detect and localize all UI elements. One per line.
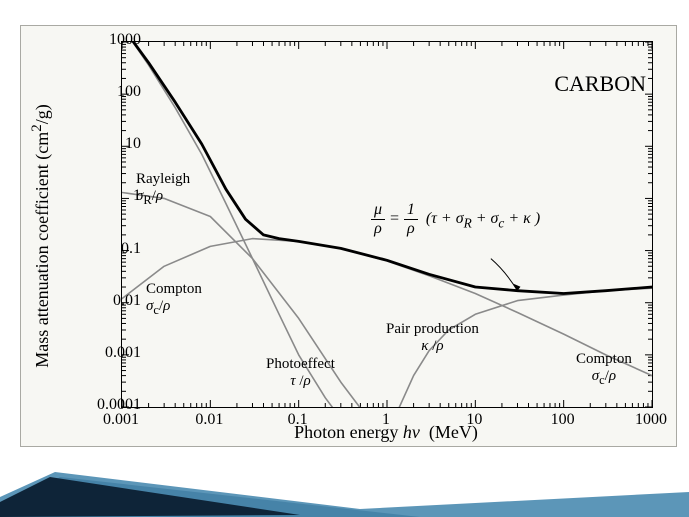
- y-tick-label: 10: [81, 135, 141, 153]
- label-photoeffect: Photoeffectτ /ρ: [266, 356, 335, 389]
- x-tick-label: 100: [538, 411, 588, 429]
- y-tick-label: 1: [81, 187, 141, 205]
- x-tick-label: 1000: [626, 411, 676, 429]
- y-tick-label: 0.1: [81, 240, 141, 258]
- chart-frame: Mass attenuation coefficient (cm2/g) Pho…: [20, 25, 677, 447]
- y-tick-label: 100: [81, 83, 141, 101]
- y-axis-label-text: Mass attenuation coefficient (cm2/g): [29, 104, 53, 368]
- curve-total: [122, 26, 652, 293]
- y-tick-label: 0.0001: [81, 396, 141, 414]
- x-tick-label: 0.01: [184, 411, 234, 429]
- label-pair: Pair productionκ /ρ: [386, 321, 479, 354]
- y-tick-label: 0.01: [81, 292, 141, 310]
- y-tick-label: 0.001: [81, 344, 141, 362]
- formula-arrow: [491, 259, 518, 291]
- x-tick-label: 10: [449, 411, 499, 429]
- y-tick-label: 1000: [81, 31, 141, 49]
- curve-rayleigh: [122, 193, 387, 444]
- x-tick-label: 0.1: [273, 411, 323, 429]
- y-axis-label: Mass attenuation coefficient (cm2/g): [26, 26, 56, 446]
- label-compton-2: Comptonσc/ρ: [576, 351, 632, 387]
- decor-stripe: [0, 437, 689, 517]
- label-rayleigh: RayleighσR/ρ: [136, 171, 190, 207]
- slide-background: Mass attenuation coefficient (cm2/g) Pho…: [0, 0, 689, 517]
- x-tick-label: 1: [361, 411, 411, 429]
- label-compton: Comptonσc/ρ: [146, 281, 202, 317]
